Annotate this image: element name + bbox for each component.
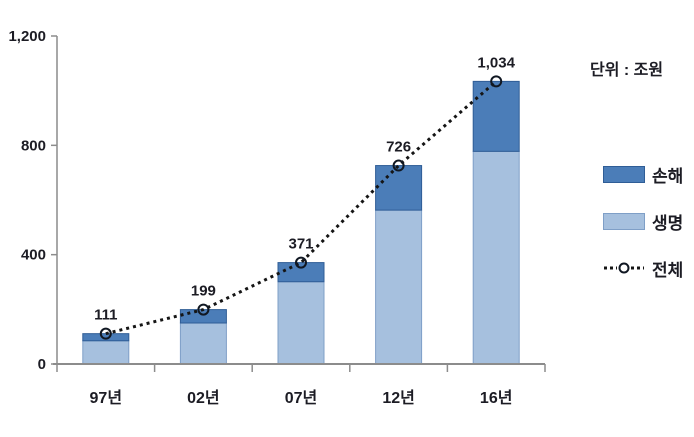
- legend: 손해 생명 전체: [603, 165, 683, 306]
- x-tick-label-4: 16년: [480, 388, 513, 407]
- value-label-4: 1,034: [477, 54, 515, 71]
- total-marker-0: [99, 327, 112, 340]
- legend-item-total: 전체: [603, 259, 683, 280]
- legend-label-total: 전체: [652, 260, 684, 280]
- legend-dotted-marker-icon: [604, 262, 644, 274]
- value-label-1: 199: [191, 283, 216, 300]
- value-label-0: 111: [94, 307, 117, 324]
- bar-life-0: [82, 340, 130, 365]
- bar-life-2: [277, 281, 325, 365]
- total-marker-1: [197, 303, 210, 316]
- legend-marker-circle: [618, 262, 630, 274]
- bar-life-1: [179, 322, 227, 365]
- x-tick-label-3: 12년: [382, 388, 415, 407]
- total-marker-4: [490, 75, 503, 88]
- bar-life-4: [472, 150, 520, 365]
- legend-label-life: 생명: [652, 213, 684, 233]
- unit-label: 단위 : 조원: [590, 62, 664, 79]
- total-marker-3: [392, 159, 405, 172]
- bar-damage-0: [82, 333, 130, 342]
- bar-damage-2: [277, 262, 325, 283]
- value-label-3: 726: [386, 139, 411, 156]
- bar-damage-4: [472, 80, 520, 152]
- legend-label-damage: 손해: [652, 166, 684, 186]
- x-tick-label-0: 97년: [90, 388, 123, 407]
- legend-item-damage: 손해: [603, 165, 683, 186]
- bar-life-3: [375, 209, 423, 365]
- y-tick-label-2: 800: [21, 137, 46, 154]
- x-tick-label-1: 02년: [187, 388, 220, 407]
- y-tick-label-1: 400: [21, 247, 46, 264]
- legend-item-life: 생명: [603, 212, 683, 233]
- x-tick-label-2: 07년: [285, 388, 318, 407]
- y-tick-label-0: 0: [38, 356, 46, 373]
- value-label-2: 371: [288, 236, 313, 253]
- bar-damage-1: [179, 309, 227, 324]
- bar-damage-3: [375, 165, 423, 211]
- legend-swatch-damage-icon: [603, 165, 645, 183]
- y-tick-label-3: 1,200: [8, 28, 46, 45]
- total-marker-2: [295, 256, 307, 269]
- legend-swatch-life-icon: [603, 212, 645, 230]
